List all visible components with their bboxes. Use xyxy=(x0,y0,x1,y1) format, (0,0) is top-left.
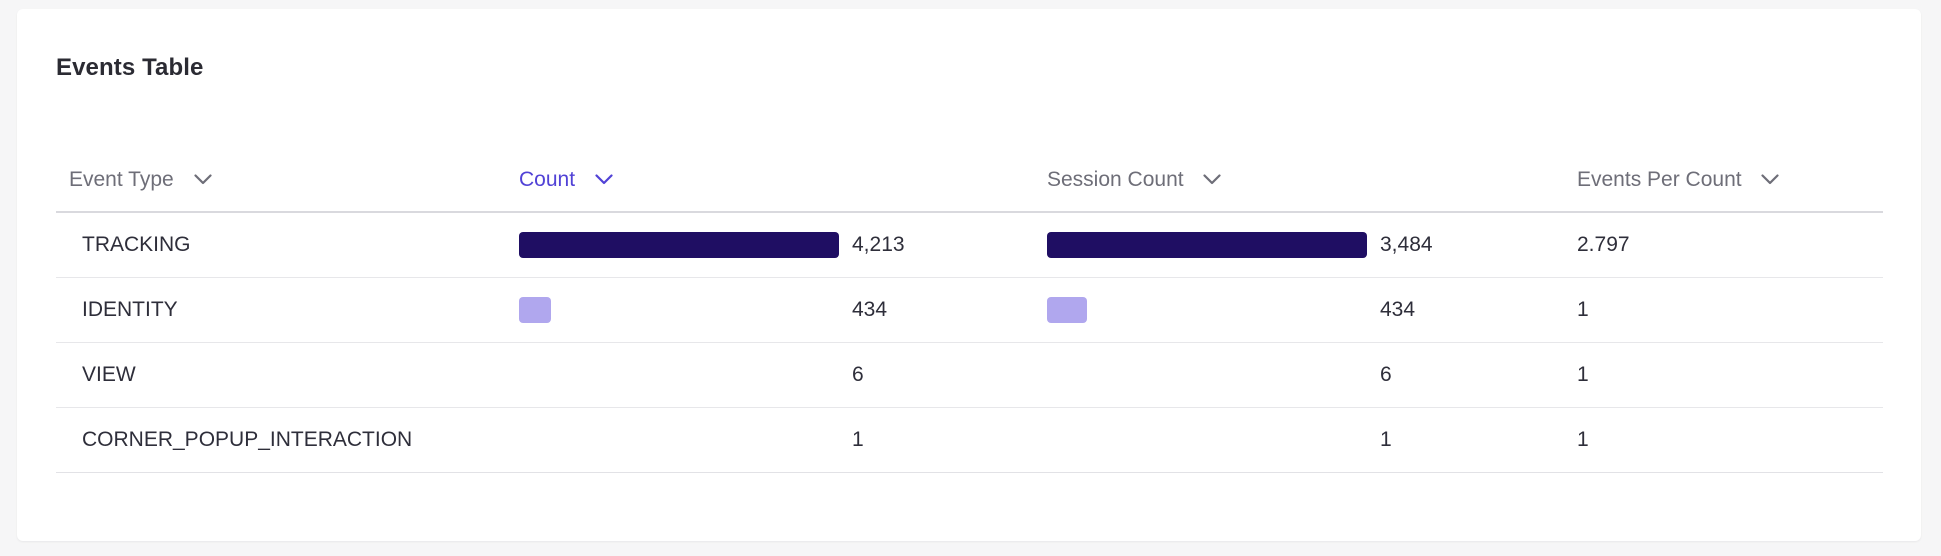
count-bar xyxy=(519,297,551,323)
events-per-count-cell: 1 xyxy=(1577,342,1883,408)
event-type-cell: VIEW xyxy=(56,342,519,408)
session-count-value: 434 xyxy=(1380,298,1416,321)
session-count-bar xyxy=(1047,297,1087,323)
column-header-event-type[interactable]: Event Type xyxy=(56,149,519,213)
chevron-down-icon[interactable] xyxy=(595,167,613,191)
events-table: Event Type Count Session Count xyxy=(56,149,1883,473)
count-cell: 4,213 xyxy=(519,212,1047,278)
events-per-count-cell: 1 xyxy=(1577,277,1883,343)
chevron-down-icon[interactable] xyxy=(1203,167,1222,191)
event-type-cell: IDENTITY xyxy=(56,277,519,343)
count-cell: 1 xyxy=(519,407,1047,473)
count-value: 4,213 xyxy=(852,233,905,256)
session-count-value: 1 xyxy=(1380,428,1392,451)
column-label: Events Per Count xyxy=(1577,168,1742,191)
column-label: Session Count xyxy=(1047,168,1184,191)
table-header-row: Event Type Count Session Count xyxy=(56,149,1883,213)
count-value: 6 xyxy=(852,363,864,386)
session-count-cell: 434 xyxy=(1047,277,1577,343)
table-row: IDENTITY 434 434 1 xyxy=(56,277,1883,343)
column-header-session-count[interactable]: Session Count xyxy=(1047,149,1577,213)
session-count-value: 3,484 xyxy=(1380,233,1433,256)
card-title: Events Table xyxy=(56,54,204,81)
session-count-cell: 1 xyxy=(1047,407,1577,473)
chevron-down-icon[interactable] xyxy=(193,167,212,191)
table-row: TRACKING 4,213 3,484 2.797 xyxy=(56,212,1883,278)
column-header-events-per-count[interactable]: Events Per Count xyxy=(1577,149,1883,213)
event-type-cell: TRACKING xyxy=(56,212,519,278)
event-type-cell: CORNER_POPUP_INTERACTION xyxy=(56,407,519,473)
count-cell: 6 xyxy=(519,342,1047,408)
session-count-cell: 6 xyxy=(1047,342,1577,408)
table-row: CORNER_POPUP_INTERACTION 1 1 1 xyxy=(56,407,1883,473)
events-per-count-cell: 2.797 xyxy=(1577,212,1883,278)
table-row: VIEW 6 6 1 xyxy=(56,342,1883,408)
count-value: 434 xyxy=(852,298,888,321)
session-count-cell: 3,484 xyxy=(1047,212,1577,278)
session-count-value: 6 xyxy=(1380,363,1392,386)
column-label: Count xyxy=(519,168,576,191)
count-bar xyxy=(519,232,839,258)
chevron-down-icon[interactable] xyxy=(1761,167,1780,191)
count-cell: 434 xyxy=(519,277,1047,343)
session-count-bar xyxy=(1047,232,1367,258)
events-per-count-cell: 1 xyxy=(1577,407,1883,473)
column-label: Event Type xyxy=(69,168,174,191)
count-value: 1 xyxy=(852,428,864,451)
column-header-count[interactable]: Count xyxy=(519,149,1047,213)
events-table-card: Events Table Event Type Count Sess xyxy=(17,9,1921,541)
